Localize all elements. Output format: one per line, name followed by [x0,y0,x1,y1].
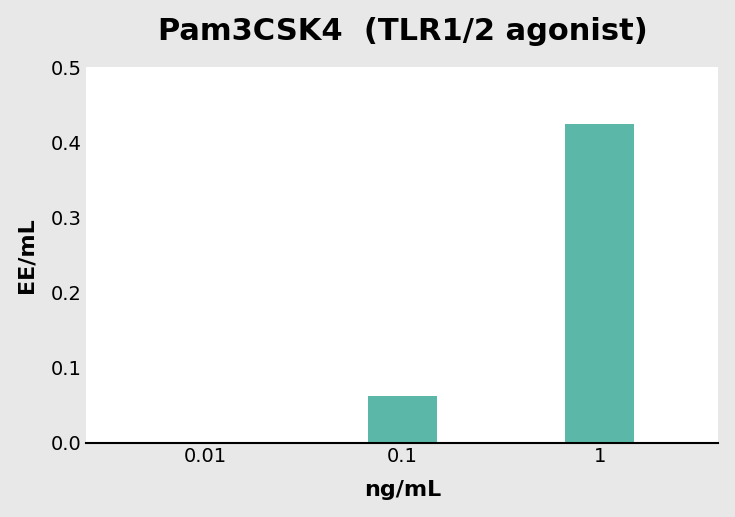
Bar [368,396,437,443]
X-axis label: ng/mL: ng/mL [364,480,441,500]
Bar [565,124,634,443]
Title: Pam3CSK4  (TLR1/2 agonist): Pam3CSK4 (TLR1/2 agonist) [157,17,648,45]
Y-axis label: EE/mL: EE/mL [17,217,37,293]
